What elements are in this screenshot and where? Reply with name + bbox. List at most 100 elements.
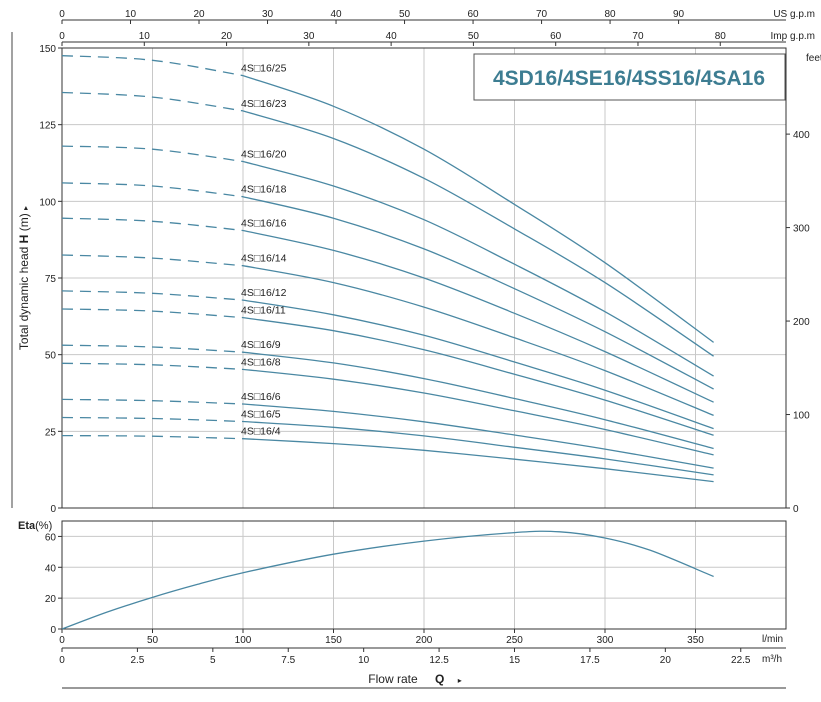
- head-curve-solid: [242, 403, 714, 469]
- lmin-tick-label: 200: [416, 635, 433, 646]
- m3h-unit-label: m³/h: [762, 654, 782, 665]
- head-curve-label: 4S□16/11: [241, 305, 286, 317]
- eta-axis-label: Eta(%): [18, 520, 52, 532]
- head-curve-dashed: [61, 398, 244, 405]
- head-axis-symbol: H: [17, 235, 31, 244]
- head-curve-label: 4S□16/5: [241, 409, 281, 421]
- head-curve-dashed: [61, 362, 244, 371]
- lmin-tick-label: 0: [59, 635, 65, 646]
- feet-tick-label: 200: [793, 317, 810, 328]
- top-axis-tick-label: 40: [386, 31, 398, 42]
- head-axis-label-text: Total dynamic head: [17, 247, 31, 350]
- feet-tick-label: 100: [793, 411, 810, 422]
- top-axis-tick-label: 70: [632, 31, 644, 42]
- head-curve-solid: [242, 299, 714, 430]
- m3h-tick-label: 10: [358, 655, 370, 666]
- head-curve-label: 4S□16/14: [241, 253, 287, 265]
- top-axis-tick-label: 80: [715, 31, 727, 42]
- top-axis-label: Imp g.p.m: [771, 31, 815, 42]
- head-curve-label: 4S□16/9: [241, 339, 281, 351]
- eta-y-tick-label: 20: [45, 594, 57, 605]
- flow-arrow-icon: ▸: [458, 676, 462, 685]
- head-curve-solid: [242, 160, 714, 377]
- top-axis-tick-label: 90: [673, 9, 685, 20]
- head-curve-dashed: [61, 91, 244, 112]
- m3h-tick-label: 15: [509, 655, 521, 666]
- lmin-unit-label: l/min: [762, 634, 783, 645]
- head-y-tick-label: 0: [50, 504, 56, 515]
- bottom-axes: 0 50 100 150 200 250 300 350 0 2.5 5 7.5 10 12.5 15 17.…: [59, 629, 786, 666]
- top-axis-tick-label: 0: [59, 31, 65, 42]
- top-axis-tick-label: 70: [536, 9, 548, 20]
- top-axis-label: US g.p.m: [773, 9, 815, 20]
- head-y-tick-label: 50: [45, 351, 57, 362]
- head-curve-solid: [242, 316, 714, 436]
- head-curve-label: 4S□16/16: [241, 217, 287, 229]
- lmin-tick-label: 50: [147, 635, 159, 646]
- m3h-tick-label: 12.5: [429, 655, 449, 666]
- head-curve-dashed: [61, 290, 244, 301]
- head-axis-unit: (m): [17, 213, 31, 231]
- feet-tick-label: 400: [793, 130, 810, 141]
- head-axis-label: Total dynamic head H (m) ▸: [17, 206, 31, 350]
- lmin-tick-label: 250: [506, 635, 523, 646]
- head-grid: [62, 48, 786, 508]
- feet-axis-ticks: 0 100 200 300 400: [786, 130, 810, 515]
- top-axis-tick-label: 60: [467, 9, 479, 20]
- flow-rate-label: Flow rate Q ▸: [368, 672, 461, 686]
- head-curve-solid: [242, 351, 714, 450]
- eta-y-tick-label: 40: [45, 563, 57, 574]
- top-axis-tick-label: 80: [605, 9, 617, 20]
- title-box: [473, 53, 786, 101]
- m3h-tick-label: 17.5: [580, 655, 600, 666]
- head-curve-labels: 4S□16/25 4S□16/23 4S□16/20 4S□16/18 4S□16/16…: [241, 63, 287, 438]
- head-curve-dashed: [61, 344, 244, 353]
- m3h-tick-label: 5: [210, 655, 216, 666]
- top-axis-tick-label: 10: [139, 31, 151, 42]
- head-y-tick-label: 25: [45, 427, 57, 438]
- head-curve-dashed: [61, 145, 244, 163]
- head-curve-label: 4S□16/12: [241, 287, 287, 299]
- head-curve-solid: [242, 438, 714, 483]
- m3h-tick-label: 0: [59, 655, 65, 666]
- head-y-tick-label: 100: [39, 197, 56, 208]
- head-curves: [61, 55, 714, 483]
- head-curve-dashed: [61, 308, 244, 319]
- head-axis-arrow-icon: ▸: [21, 206, 30, 210]
- head-curve-solid: [242, 368, 714, 456]
- head-curve-solid: [242, 265, 714, 417]
- head-curve-dashed: [61, 416, 244, 423]
- head-y-tick-label: 150: [39, 44, 56, 55]
- head-curve-dashed: [61, 182, 244, 198]
- head-y-ticks: 0 25 50 75 100 125 150: [39, 44, 62, 515]
- head-curve-label: 4S□16/20: [241, 148, 287, 160]
- head-curve-label: 4S□16/4: [241, 426, 281, 438]
- lmin-tick-label: 100: [235, 635, 252, 646]
- eta-y-ticks: 0 20 40 60: [45, 532, 62, 636]
- chart-title: 4SD16/4SE16/4SS16/4SA16: [493, 67, 765, 90]
- head-curve-label: 4S□16/25: [241, 63, 287, 75]
- m3h-tick-label: 20: [660, 655, 672, 666]
- head-curve-solid: [242, 196, 714, 390]
- top-axis-tick-label: 50: [468, 31, 480, 42]
- head-curve-label: 4S□16/8: [241, 356, 281, 368]
- eta-curve: [61, 530, 714, 630]
- eta-curve-group: [61, 530, 714, 630]
- lmin-tick-label: 150: [325, 635, 342, 646]
- head-y-tick-label: 125: [39, 121, 56, 132]
- eta-y-tick-label: 60: [45, 532, 57, 543]
- feet-tick-label: 0: [793, 504, 799, 515]
- head-curve-label: 4S□16/6: [241, 391, 281, 403]
- feet-axis-label: feet: [806, 53, 821, 64]
- top-axis-tick-label: 50: [399, 9, 411, 20]
- eta-y-tick-label: 0: [50, 625, 56, 636]
- top-axis-tick-label: 10: [125, 9, 137, 20]
- m3h-tick-label: 2.5: [130, 655, 144, 666]
- head-curve-solid: [242, 110, 714, 357]
- head-curve-solid: [242, 420, 714, 476]
- m3h-tick-label: 22.5: [731, 655, 751, 666]
- top-axis-tick-label: 30: [303, 31, 315, 42]
- head-curve-label: 4S□16/18: [241, 184, 287, 196]
- head-curve-solid: [242, 74, 714, 343]
